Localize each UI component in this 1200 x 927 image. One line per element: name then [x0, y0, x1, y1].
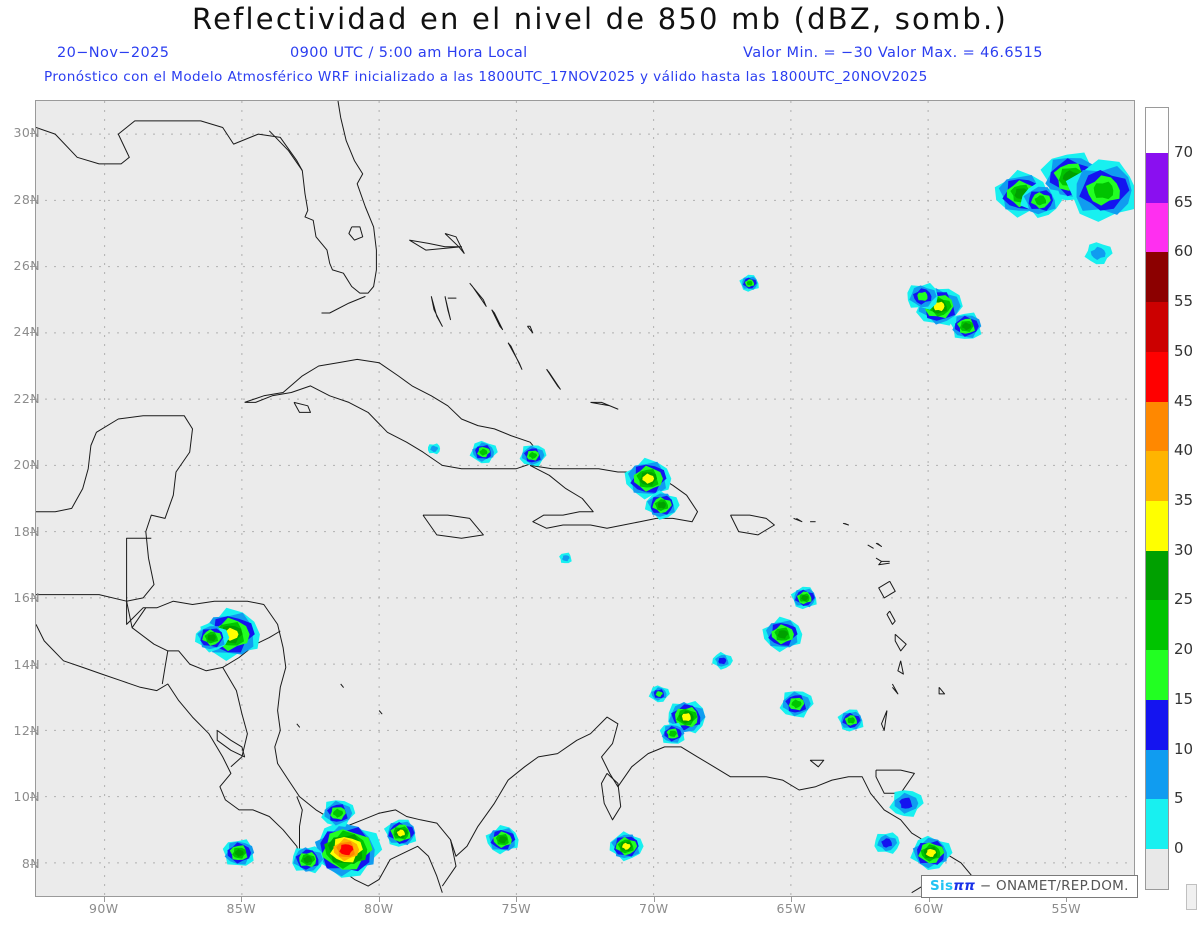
lat-tick-mark — [30, 531, 35, 533]
colorbar-band[interactable] — [1146, 252, 1168, 303]
lat-tick-label: 26N — [13, 258, 40, 274]
watermark-sis-text: Sis — [930, 878, 954, 894]
lat-tick-mark — [30, 398, 35, 400]
value-range-text: Valor Min. = −30 Valor Max. = 46.6515 — [743, 45, 1043, 61]
colorbar-tick-label: 10 — [1174, 739, 1194, 758]
lat-tick-mark — [30, 199, 35, 201]
model-description: Pronóstico con el Modelo Atmosférico WRF… — [44, 69, 928, 85]
colorbar-tick-label: 5 — [1174, 789, 1184, 808]
lon-tick-mark — [653, 897, 655, 902]
lon-tick-mark — [791, 897, 793, 902]
colorbar-band[interactable] — [1146, 501, 1168, 552]
colorbar-tick-label: 35 — [1174, 491, 1194, 509]
colorbar-band[interactable] — [1146, 799, 1168, 850]
source-watermark: Sisππ − ONAMET/REP.DOM. — [921, 875, 1138, 898]
lat-tick-label: 30N — [13, 125, 40, 141]
colorbar-band[interactable] — [1146, 351, 1168, 403]
colorbar-band[interactable] — [1146, 153, 1168, 204]
colorbar-band[interactable] — [1146, 650, 1168, 701]
colorbar-band[interactable] — [1146, 550, 1168, 601]
lon-tick-mark — [103, 897, 105, 902]
colorbar-band-below-0 — [1146, 849, 1168, 889]
colorbar-band[interactable] — [1146, 401, 1168, 452]
lon-tick-label: 90W — [89, 901, 119, 916]
colorbar-band[interactable] — [1146, 600, 1168, 651]
lat-tick-mark — [30, 797, 35, 799]
page-title: Reflectividad en el nivel de 850 mb (dBZ… — [192, 2, 1008, 36]
lon-tick-label: 85W — [226, 901, 256, 916]
lon-tick-label: 65W — [776, 901, 806, 916]
lat-tick-mark — [30, 863, 35, 865]
colorbar-tick-label: 25 — [1174, 590, 1194, 609]
lat-tick-label: 16N — [13, 590, 40, 606]
lat-tick-label: 22N — [13, 390, 40, 406]
colorbar-tick-label: 20 — [1174, 640, 1194, 659]
lat-tick-label: 10N — [13, 789, 40, 805]
lat-tick-label: 20N — [13, 457, 40, 473]
lat-tick-label: 8N — [21, 855, 40, 871]
lat-tick-mark — [30, 730, 35, 732]
colorbar-band[interactable] — [1146, 202, 1168, 253]
lon-tick-mark — [516, 897, 518, 902]
colorbar-tick-label: 65 — [1174, 192, 1194, 211]
lat-tick-label: 24N — [13, 324, 40, 340]
colorbar[interactable] — [1145, 107, 1169, 890]
colorbar-tick-label: 55 — [1174, 292, 1194, 311]
lat-tick-mark — [30, 332, 35, 334]
lat-tick-label: 28N — [13, 191, 40, 207]
colorbar-tick-label: 45 — [1174, 391, 1194, 410]
chart-header: Reflectividad en el nivel de 850 mb (dBZ… — [0, 0, 1200, 96]
scrollbar-thumb[interactable] — [1186, 884, 1197, 910]
colorbar-band[interactable] — [1146, 699, 1168, 751]
colorbar-tick-label: 30 — [1174, 540, 1194, 559]
lat-tick-mark — [30, 664, 35, 666]
lat-tick-label: 18N — [13, 523, 40, 539]
colorbar-tick-label: 0 — [1174, 839, 1184, 857]
lon-tick-mark — [928, 897, 930, 902]
lon-tick-label: 70W — [639, 901, 669, 916]
colorbar-tick-label: 15 — [1174, 689, 1194, 708]
watermark-tt-text: ππ — [953, 878, 976, 894]
map-canvas[interactable] — [35, 100, 1135, 897]
lat-tick-mark — [30, 598, 35, 600]
lon-tick-label: 60W — [914, 901, 944, 916]
lat-tick-mark — [30, 465, 35, 467]
forecast-time: 0900 UTC / 5:00 am Hora Local — [290, 45, 528, 61]
colorbar-band[interactable] — [1146, 451, 1168, 502]
lon-tick-mark — [241, 897, 243, 902]
watermark-agency-text: − ONAMET/REP.DOM. — [979, 878, 1129, 894]
lat-tick-label: 14N — [13, 656, 40, 672]
lon-tick-label: 55W — [1051, 901, 1081, 916]
colorbar-band[interactable] — [1146, 302, 1168, 353]
lat-tick-mark — [30, 266, 35, 268]
lon-tick-mark — [1066, 897, 1068, 902]
colorbar-band-above-70 — [1146, 108, 1168, 152]
reflectivity-echo-layer — [195, 152, 1134, 878]
colorbar-tick-label: 70 — [1174, 143, 1194, 161]
colorbar-tick-label: 60 — [1174, 242, 1194, 261]
colorbar-band[interactable] — [1146, 749, 1168, 800]
colorbar-tick-label: 50 — [1174, 341, 1194, 360]
lon-tick-label: 75W — [501, 901, 531, 916]
forecast-date: 20−Nov−2025 — [57, 45, 170, 61]
lon-tick-mark — [378, 897, 380, 902]
lat-tick-mark — [30, 133, 35, 135]
colorbar-tick-label: 40 — [1174, 441, 1194, 460]
lat-tick-label: 12N — [13, 722, 40, 738]
lon-tick-label: 80W — [364, 901, 394, 916]
coastline-layer — [36, 101, 1134, 896]
